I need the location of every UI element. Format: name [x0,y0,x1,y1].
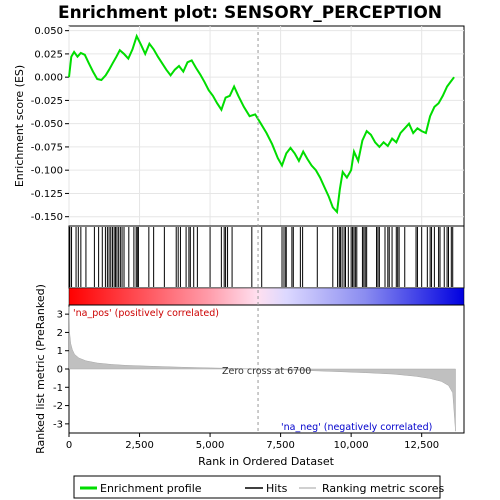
x-tick-label: 10,000 [334,440,369,451]
metric-y-tick-label: -2 [53,401,63,412]
es-y-tick-label: 0.000 [34,73,63,84]
es-y-tick-label: 0.050 [34,26,63,37]
es-gridlines [68,26,464,226]
zero-cross-label: Zero cross at 6700 [222,366,311,377]
x-tick-label: 2,500 [125,440,154,451]
correlation-color-band [68,287,465,306]
es-y-tick-label: -0.075 [31,142,63,153]
x-axis-ticks: 0 2,500 5,000 7,500 10,000 12,500 [66,433,439,451]
es-y-tick-label: 0.025 [34,49,63,60]
metric-y-tick-label: -3 [53,419,63,430]
positive-correlation-label: 'na_pos' (positively correlated) [73,308,219,319]
metric-y-tick-label: 3 [57,310,63,321]
es-y-tick-label: -0.025 [31,96,63,107]
chart-title: Enrichment plot: SENSORY_PERCEPTION [58,3,442,23]
legend-entry-metric: Ranking metric scores [322,482,444,495]
legend-entry-hits: Hits [266,482,288,495]
ranking-metric-area [68,306,456,432]
metric-y-tick-label: 2 [57,328,63,339]
metric-y-tick-label: 0 [57,365,63,376]
x-tick-label: 5,000 [196,440,225,451]
es-panel-frame [68,25,465,227]
metric-y-tick-label: -1 [53,383,63,394]
hit-lines [69,227,454,287]
x-tick-label: 12,500 [404,440,439,451]
metric-panel: 3 2 1 0 -1 -2 -3 'na_pos' (positively correlat… [53,26,465,434]
metric-y-tick-label: 1 [57,346,63,357]
es-panel: 0.050 0.025 0.000 -0.025 -0.050 -0.075 -0.100 -… [31,25,465,227]
legend: Enrichment profile Hits Ranking metric s… [73,475,444,499]
x-axis-label: Rank in Ordered Dataset [198,455,335,468]
es-y-tick-label: -0.100 [31,166,63,177]
es-y-tick-label: -0.050 [31,119,63,130]
es-y-tick-label: -0.125 [31,189,63,200]
enrichment-profile-line [68,33,455,215]
x-tick-label: 0 [66,440,72,451]
negative-correlation-label: 'na_neg' (negatively correlated) [281,422,432,433]
es-y-tick-label: -0.150 [31,212,63,223]
es-y-axis-label: Enrichment score (ES) [13,65,26,187]
legend-entry-profile: Enrichment profile [100,482,202,495]
es-y-ticks: 0.050 0.025 0.000 -0.025 -0.050 -0.075 -0.100 -… [31,26,69,223]
hits-panel [68,225,465,289]
x-tick-label: 7,500 [266,440,295,451]
metric-y-axis-label: Ranked list metric (PreRanked) [34,284,47,454]
metric-y-ticks: 3 2 1 0 -1 -2 -3 [53,310,69,430]
legend-box [73,475,441,499]
